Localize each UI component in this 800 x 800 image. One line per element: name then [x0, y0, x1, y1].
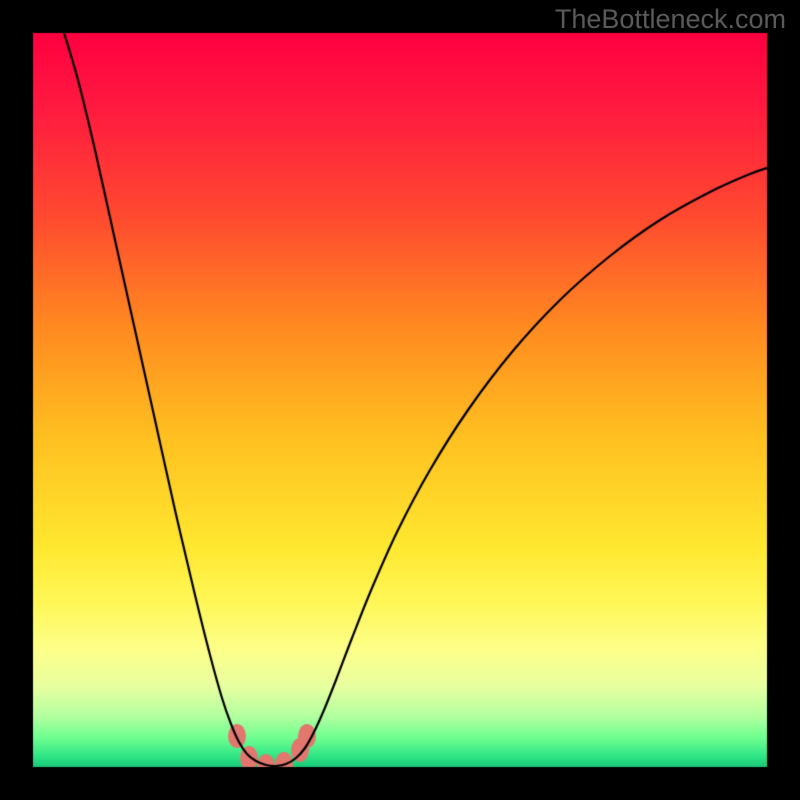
watermark-text: TheBottleneck.com [555, 4, 786, 35]
bottleneck-chart-canvas [0, 0, 800, 800]
chart-root: TheBottleneck.com [0, 0, 800, 800]
